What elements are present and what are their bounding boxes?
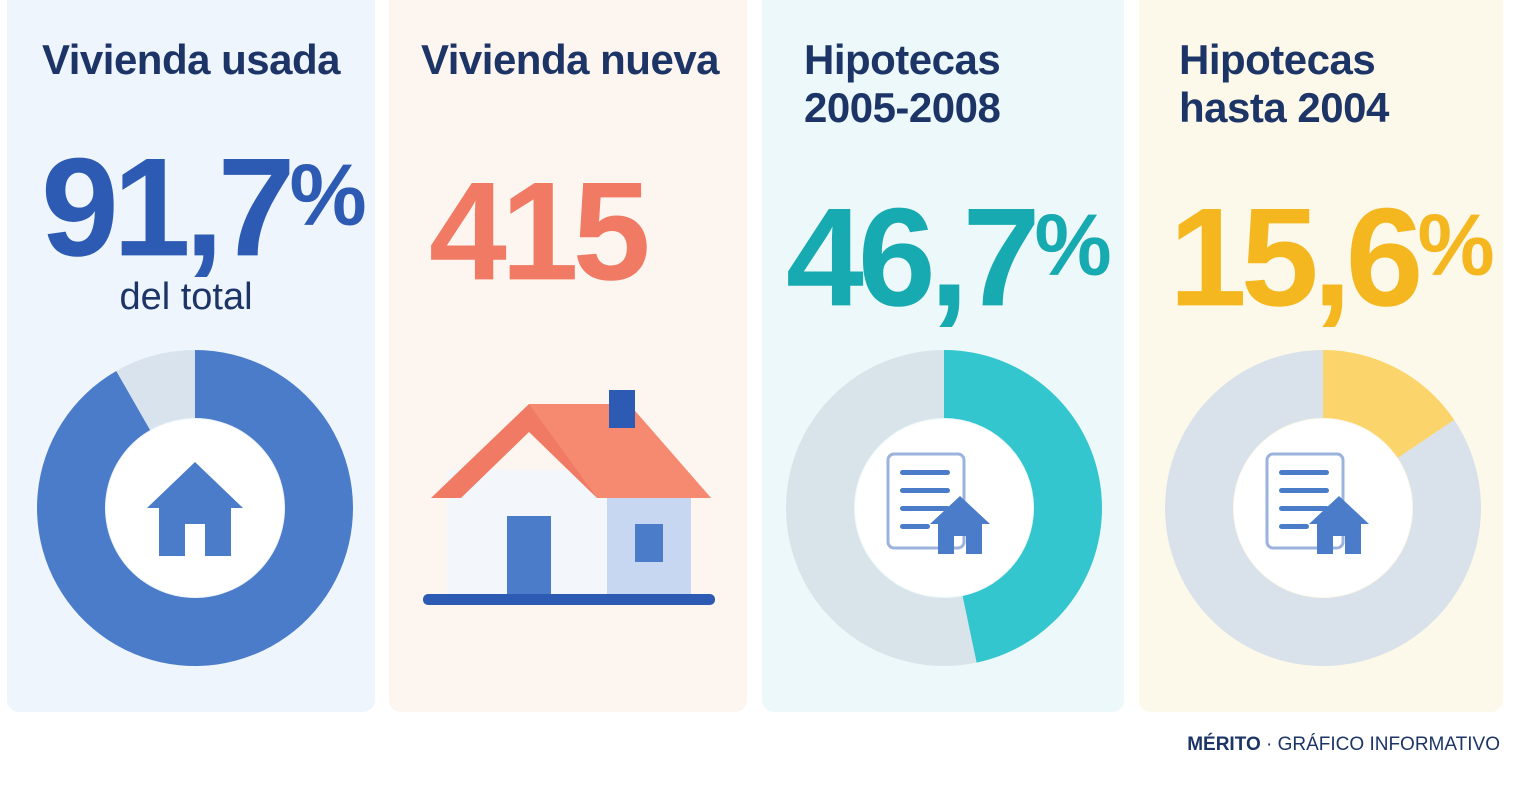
house-door	[507, 516, 551, 594]
chimney	[609, 390, 635, 428]
panel-title: Vivienda usada	[42, 36, 341, 83]
panel-hipotecas-2005-2008: Hipotecas 2005-2008 46,7%	[762, 0, 1124, 712]
footer-credit: MÉRITO · GRÁFICO INFORMATIVO	[1187, 734, 1500, 756]
panel-vivienda-usada: Vivienda usada 91,7% del total	[7, 0, 375, 712]
value-suffix: %	[289, 147, 367, 244]
panel-title: Vivienda nueva	[421, 36, 720, 83]
house-roof-side	[529, 404, 711, 498]
donut-slice-rest	[116, 350, 195, 430]
value-label: 415	[389, 150, 747, 301]
donut-slice-value	[1323, 350, 1455, 458]
donut-slice-value	[37, 350, 354, 666]
donut-slice-rest	[1165, 350, 1481, 666]
house-window	[635, 524, 663, 562]
ground-line	[423, 594, 715, 605]
panel-title: Hipotecas hasta 2004	[1179, 36, 1389, 131]
value-number: 91,7	[41, 128, 295, 286]
footer-text: · GRÁFICO INFORMATIVO	[1260, 734, 1500, 755]
house-icon	[423, 390, 715, 605]
panel-title: Hipotecas 2005-2008	[804, 36, 1001, 131]
donut-chart-vivienda-usada	[37, 350, 354, 666]
value-suffix: %	[1417, 197, 1495, 294]
value-number: 415	[429, 152, 651, 310]
donut-slice-value	[944, 350, 1102, 663]
value-suffix: %	[1034, 197, 1112, 294]
value-label: 15,6%	[1139, 176, 1503, 327]
panel-hipotecas-hasta-2004: Hipotecas hasta 2004 15,6%	[1139, 0, 1503, 712]
value-label: 91,7%	[7, 126, 375, 277]
panel-vivienda-nueva: Vivienda nueva 415	[389, 0, 747, 712]
house-icon	[147, 462, 243, 556]
value-label: 46,7%	[762, 176, 1124, 327]
donut-slice-rest	[786, 350, 977, 666]
donut-chart-hipotecas-hasta-2004	[1165, 350, 1481, 666]
mortgage-document-icon	[886, 452, 990, 554]
value-number: 15,6	[1169, 178, 1423, 336]
footer-brand: MÉRITO	[1187, 734, 1261, 755]
value-subtitle: del total	[119, 276, 253, 318]
value-number: 46,7	[786, 178, 1040, 336]
donut-chart-hipotecas-2005-2008	[786, 350, 1102, 666]
mortgage-document-icon	[1265, 452, 1369, 554]
